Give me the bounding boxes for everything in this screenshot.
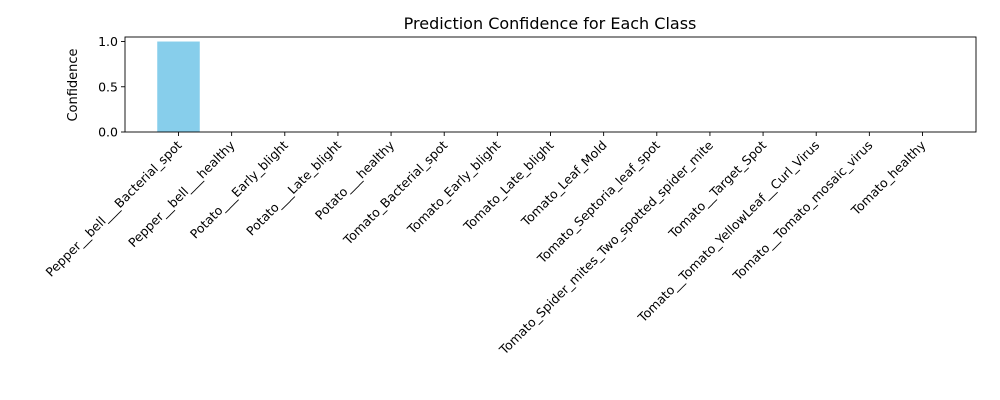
x-tick-label: Tomato__Target_Spot xyxy=(665,137,769,241)
x-tick-label: Pepper__bell___healthy xyxy=(125,137,238,250)
y-tick-label: 0.5 xyxy=(98,79,118,94)
y-axis-label: Confidence xyxy=(66,48,81,121)
x-tick-label: Tomato_Bacterial_spot xyxy=(340,137,451,248)
x-tick-label: Tomato_Early_blight xyxy=(404,137,504,237)
x-tick-label: Tomato_Late_blight xyxy=(460,137,557,234)
bar xyxy=(157,41,200,132)
y-tick-label: 0.0 xyxy=(98,125,118,140)
x-tick-label: Tomato__Tomato_YellowLeaf__Curl_Virus xyxy=(634,138,822,326)
y-tick-label: 1.0 xyxy=(98,34,118,49)
chart-title: Prediction Confidence for Each Class xyxy=(404,14,697,33)
x-axis: Pepper__bell___Bacterial_spotPepper__bel… xyxy=(42,132,929,358)
plot-frame xyxy=(124,36,977,133)
y-axis: 0.0 0.5 1.0 xyxy=(98,34,125,140)
bars-group xyxy=(157,41,200,132)
x-tick-label: Potato___Late_blight xyxy=(243,137,344,238)
x-tick-label: Potato___Early_blight xyxy=(187,137,291,241)
